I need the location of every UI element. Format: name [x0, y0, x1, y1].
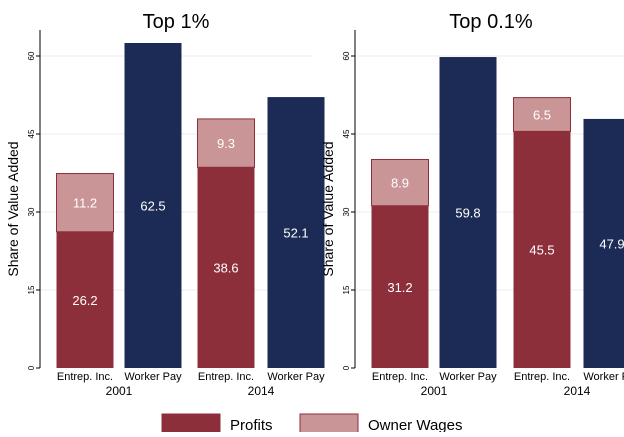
data-label: 38.6 [213, 261, 238, 276]
chart-title-2: Top 0.1% [449, 11, 533, 33]
y-tick-label: 60 [342, 51, 351, 60]
data-label: 9.3 [217, 136, 235, 151]
y-tick-label: 45 [342, 129, 351, 138]
x-group-label: 2001 [106, 384, 133, 398]
data-label: 47.9 [599, 236, 624, 251]
data-label: 62.5 [140, 199, 165, 214]
x-category-label: Entrep. Inc. [372, 371, 428, 383]
data-label: 6.5 [533, 108, 551, 123]
data-label: 45.5 [529, 243, 554, 258]
x-category-label: Worker Pay [439, 371, 497, 383]
x-group-label: 2001 [421, 384, 448, 398]
data-label: 52.1 [283, 226, 308, 241]
y-axis-label-2: Share of Value Added [320, 141, 336, 276]
x-category-label: Worker Pay [583, 371, 624, 383]
chart-title-1: Top 1% [143, 11, 210, 33]
legend-label-1: Profits [230, 417, 273, 432]
y-tick-label: 0 [27, 365, 36, 370]
data-label: 31.2 [387, 280, 412, 295]
x-category-label: Worker Pay [267, 371, 325, 383]
x-category-label: Entrep. Inc. [514, 371, 570, 383]
x-category-label: Entrep. Inc. [198, 371, 254, 383]
y-tick-label: 0 [342, 365, 351, 370]
x-group-label: 2014 [564, 384, 591, 398]
y-tick-label: 30 [342, 207, 351, 216]
data-label: 59.8 [455, 206, 480, 221]
x-category-label: Entrep. Inc. [57, 371, 113, 383]
y-tick-label: 60 [27, 51, 36, 60]
y-tick-label: 15 [342, 285, 351, 294]
y-tick-label: 45 [27, 129, 36, 138]
legend-swatch-2 [300, 414, 358, 432]
x-category-label: Worker Pay [124, 371, 182, 383]
y-tick-label: 30 [27, 207, 36, 216]
data-label: 11.2 [73, 196, 97, 211]
legend-swatch-1 [162, 414, 220, 432]
x-group-label: 2014 [248, 384, 275, 398]
y-axis-label-1: Share of Value Added [5, 141, 21, 276]
data-label: 26.2 [72, 293, 97, 308]
y-tick-label: 15 [27, 285, 36, 294]
data-label: 8.9 [391, 176, 409, 191]
legend-label-2: Owner Wages [368, 417, 462, 432]
